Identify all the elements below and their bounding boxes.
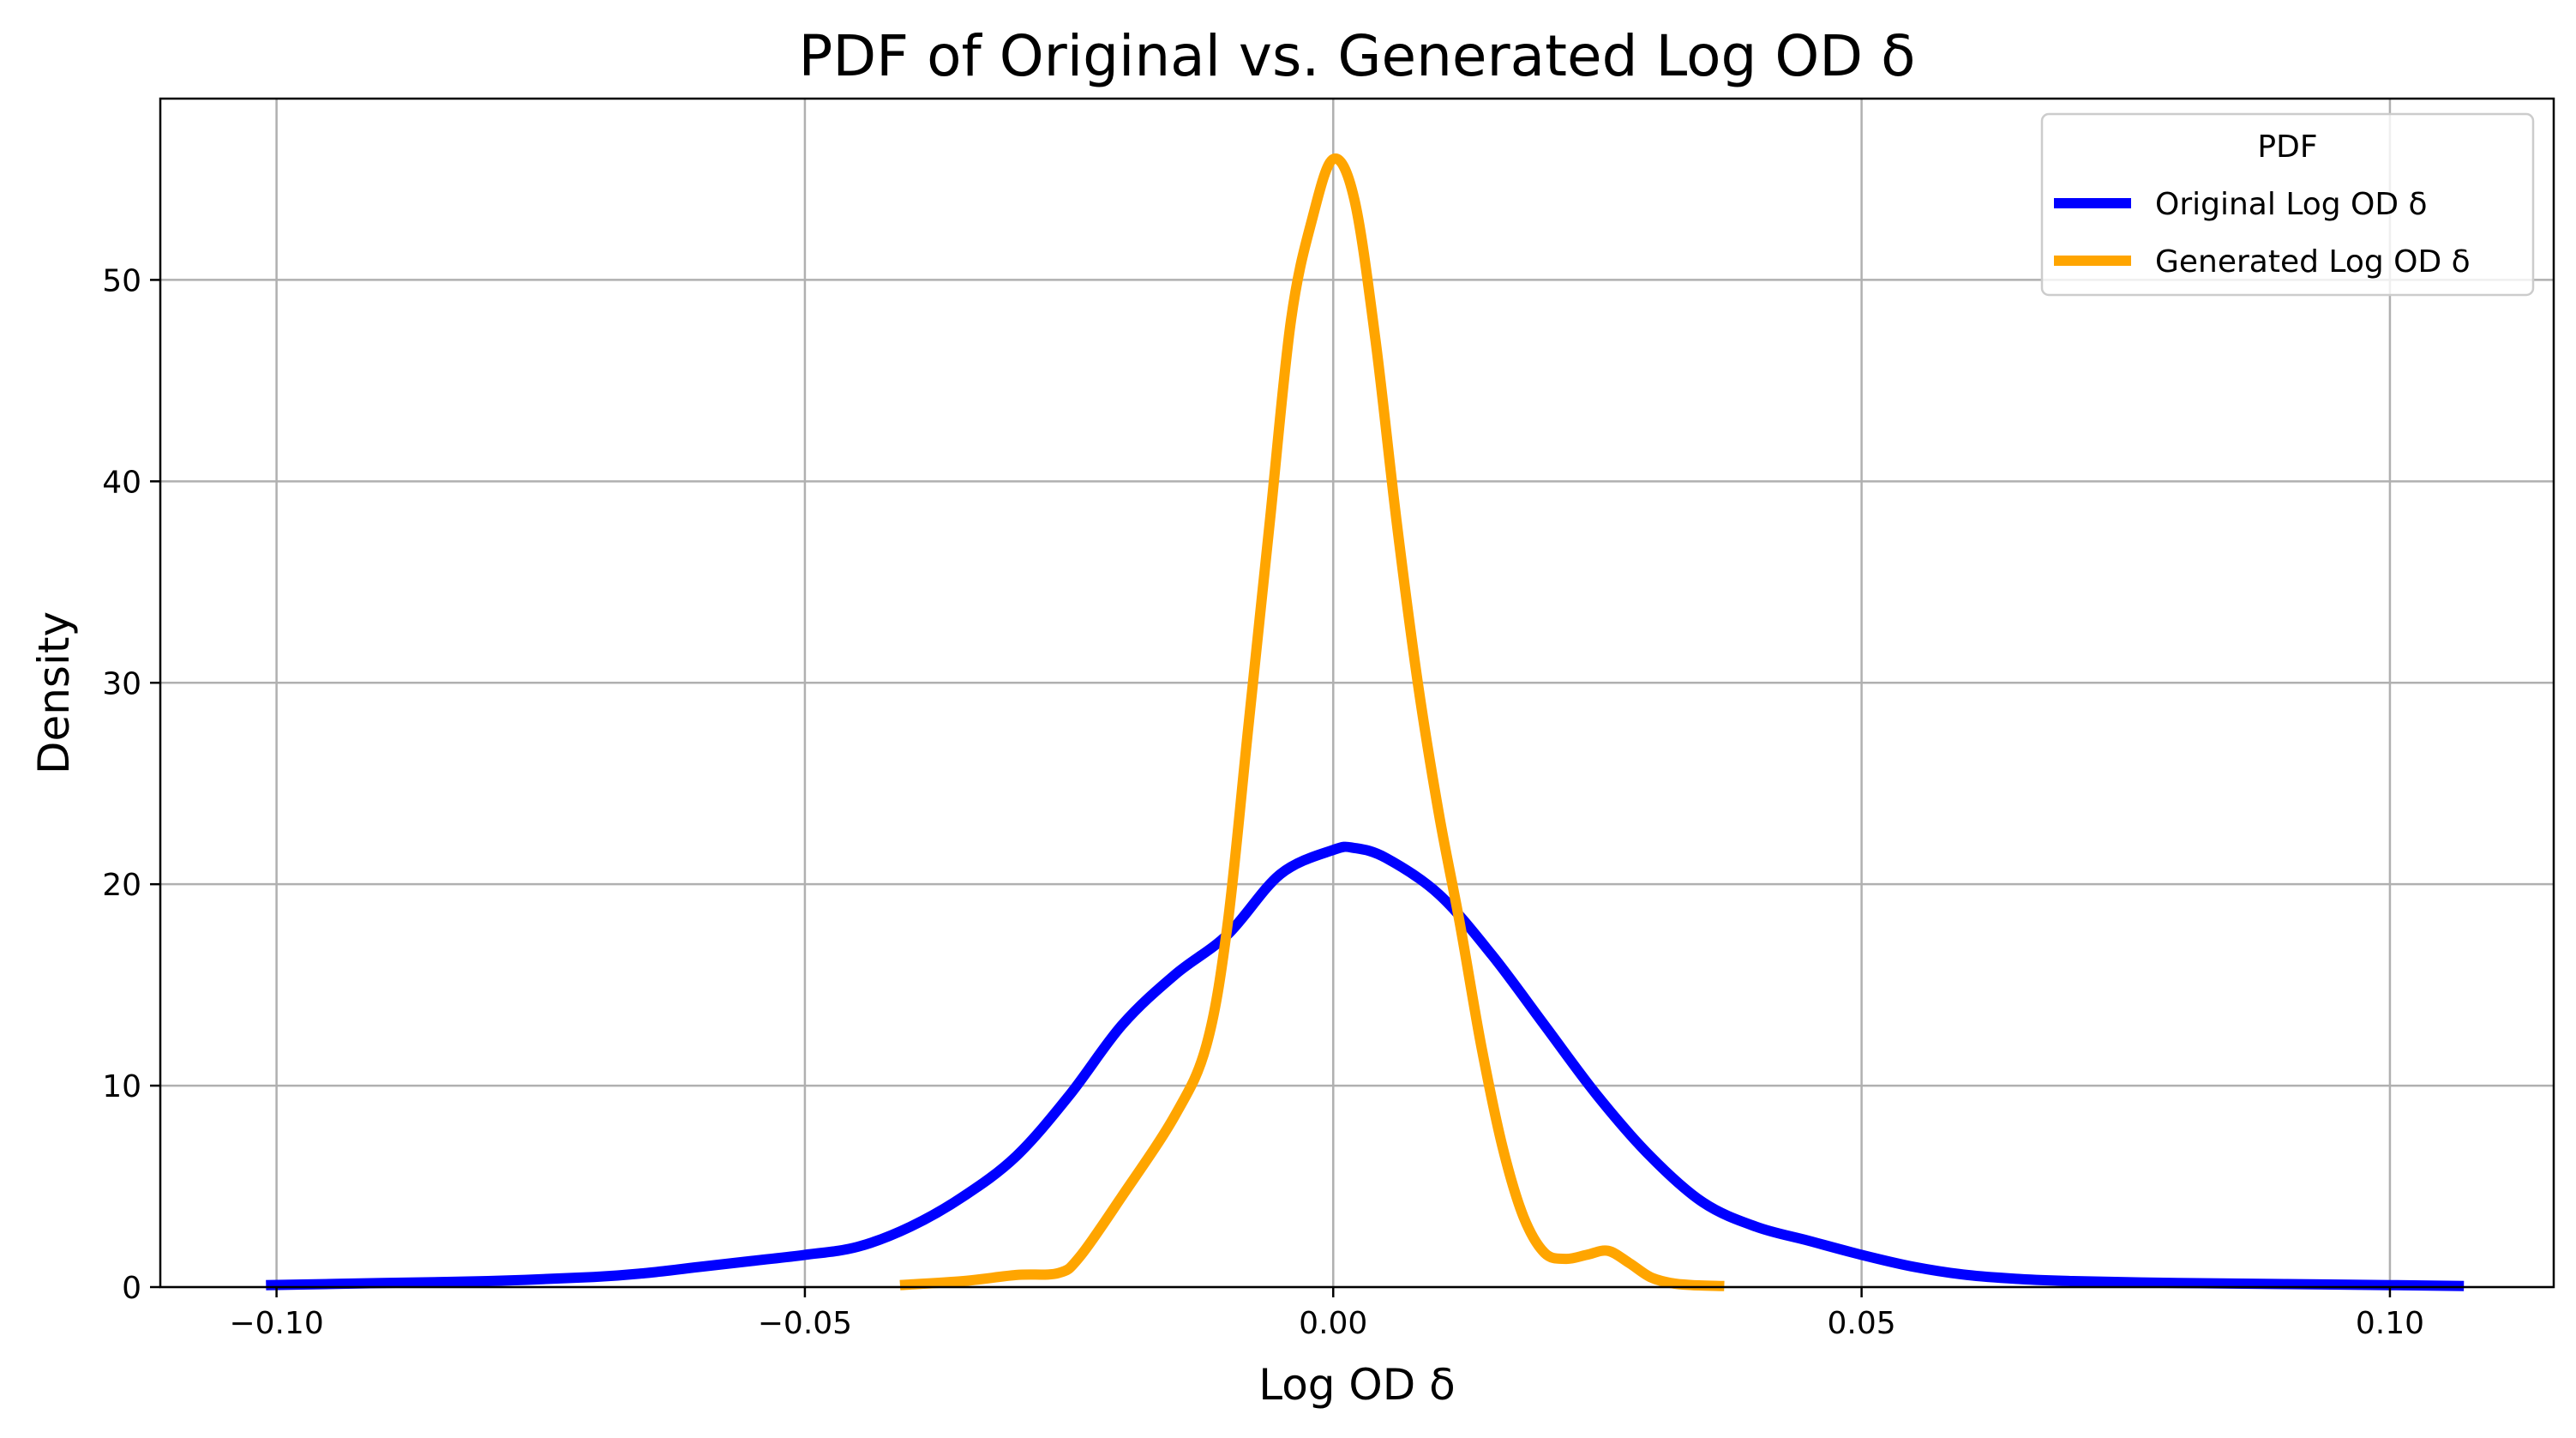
x-tick-label: −0.10: [229, 1306, 323, 1341]
y-axis-label: Density: [29, 611, 79, 774]
x-axis-label: Log OD δ: [1258, 1360, 1456, 1410]
series-lines: [266, 153, 2465, 1291]
y-tick-label: 50: [102, 263, 141, 298]
legend-label: Generated Log OD δ: [2155, 244, 2471, 280]
x-tick-label: 0.00: [1299, 1306, 1367, 1341]
x-tick-label: 0.10: [2356, 1306, 2424, 1341]
legend-box: [2040, 112, 2535, 297]
plot-frame: [159, 97, 2555, 1289]
x-tick-label: −0.05: [758, 1306, 852, 1341]
y-tick-label: 0: [122, 1271, 141, 1306]
chart-title: PDF of Original vs. Generated Log OD δ: [799, 23, 1916, 89]
legend-title: PDF: [2257, 129, 2317, 165]
series-line-generated: [899, 153, 1725, 1291]
y-tick-label: 30: [102, 666, 141, 701]
axis-ticks: −0.10 −0.05 0.00 0.05 0.10 0 10 20 30 40 50: [102, 263, 2424, 1341]
legend: PDF Original Log OD δ Generated Log OD δ: [2040, 112, 2535, 297]
legend-label: Original Log OD δ: [2155, 187, 2428, 222]
y-tick-label: 40: [102, 465, 141, 500]
legend-items: Original Log OD δ Generated Log OD δ: [2054, 187, 2471, 280]
x-tick-label: 0.05: [1828, 1306, 1896, 1341]
series-line-original: [266, 841, 2465, 1291]
y-tick-label: 20: [102, 868, 141, 903]
y-tick-label: 10: [102, 1069, 141, 1104]
